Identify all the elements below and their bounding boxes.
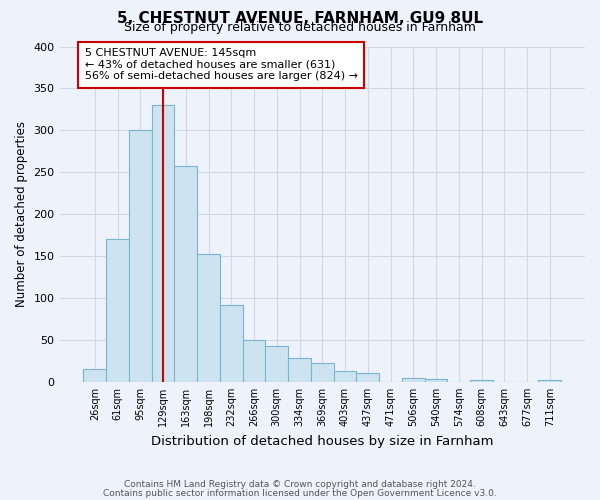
X-axis label: Distribution of detached houses by size in Farnham: Distribution of detached houses by size …	[151, 434, 494, 448]
Bar	[220, 305, 242, 382]
Bar	[265, 346, 288, 382]
Bar	[106, 240, 129, 382]
Bar	[175, 166, 197, 382]
Bar	[288, 358, 311, 382]
Bar	[425, 380, 448, 382]
Bar	[311, 362, 334, 382]
Bar	[402, 378, 425, 382]
Bar	[356, 372, 379, 382]
Bar	[334, 371, 356, 382]
Bar	[129, 130, 152, 382]
Bar	[538, 380, 561, 382]
Bar	[152, 105, 175, 382]
Y-axis label: Number of detached properties: Number of detached properties	[15, 121, 28, 307]
Bar	[83, 370, 106, 382]
Text: 5, CHESTNUT AVENUE, FARNHAM, GU9 8UL: 5, CHESTNUT AVENUE, FARNHAM, GU9 8UL	[117, 11, 483, 26]
Text: Contains public sector information licensed under the Open Government Licence v3: Contains public sector information licen…	[103, 488, 497, 498]
Bar	[470, 380, 493, 382]
Text: Size of property relative to detached houses in Farnham: Size of property relative to detached ho…	[124, 22, 476, 35]
Text: Contains HM Land Registry data © Crown copyright and database right 2024.: Contains HM Land Registry data © Crown c…	[124, 480, 476, 489]
Bar	[197, 254, 220, 382]
Text: 5 CHESTNUT AVENUE: 145sqm
← 43% of detached houses are smaller (631)
56% of semi: 5 CHESTNUT AVENUE: 145sqm ← 43% of detac…	[85, 48, 358, 82]
Bar	[242, 340, 265, 382]
